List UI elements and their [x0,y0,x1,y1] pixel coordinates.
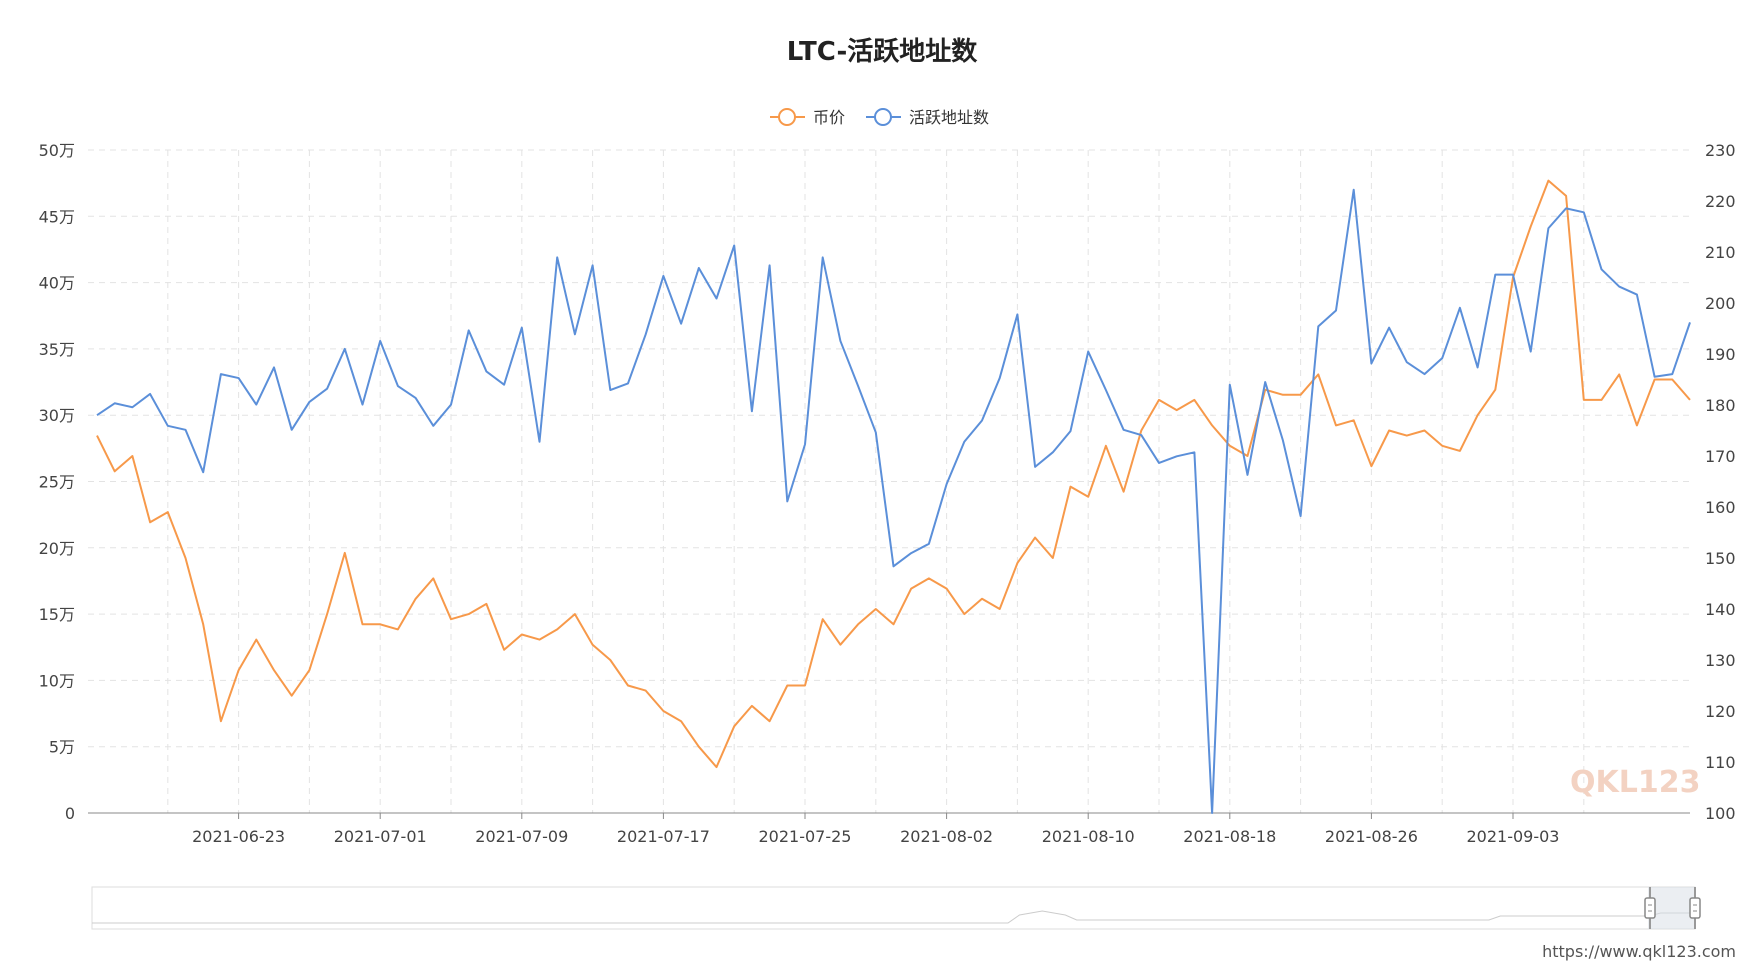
watermark-logo: QKL123 [1570,765,1701,800]
legend[interactable]: 币价 活跃地址数 [770,108,989,127]
x-tick-label: 2021-07-25 [759,827,852,846]
data-zoom-handle-right[interactable] [1689,887,1701,929]
y-right-tick-label: 170 [1705,447,1736,466]
data-zoom-preview [92,910,1695,924]
x-tick-label: 2021-08-02 [900,827,993,846]
y-right-tick-label: 140 [1705,600,1736,619]
y-right-tick-label: 110 [1705,753,1736,772]
x-tick-label: 2021-09-03 [1467,827,1560,846]
y-left-tick-label: 25万 [39,473,75,492]
active-addresses-line [96,188,1691,814]
legend-marker-active-addresses [874,108,892,126]
x-tick-label: 2021-07-17 [617,827,710,846]
chart-title: LTC-活跃地址数 [787,37,978,67]
source-url[interactable]: https://www.qkl123.com [1542,942,1736,961]
legend-label-active-addresses: 活跃地址数 [909,108,989,127]
y-left-tick-label: 10万 [39,671,75,690]
y-left-tick-label: 35万 [39,340,75,359]
y-left-tick-label: 20万 [39,539,75,558]
legend-item-price[interactable]: 币价 [770,108,845,127]
x-tick-label: 2021-08-18 [1183,827,1276,846]
x-tick-label: 2021-08-10 [1042,827,1135,846]
y-left-tick-label: 0 [65,804,75,823]
y-left-tick-label: 50万 [39,141,75,160]
y-right-tick-label: 230 [1705,141,1736,160]
x-tick-label: 2021-08-26 [1325,827,1418,846]
y-left-tick-label: 15万 [39,605,75,624]
data-zoom-slider[interactable] [91,886,1701,930]
y-left-tick-label: 30万 [39,406,75,425]
y-right-tick-label: 130 [1705,651,1736,670]
data-zoom-selected-range[interactable] [1648,887,1695,929]
data-zoom-track[interactable] [91,886,1696,930]
y-right-tick-label: 200 [1705,294,1736,313]
y-right-tick-label: 190 [1705,345,1736,364]
x-tick-label: 2021-06-23 [192,827,285,846]
series-group [96,179,1691,814]
y-right-tick-label: 220 [1705,192,1736,211]
legend-label-price: 币价 [813,108,845,127]
y-right-tick-label: 150 [1705,549,1736,568]
x-tick-label: 2021-07-01 [334,827,427,846]
y-right-tick-label: 100 [1705,804,1736,823]
y-left-tick-label: 5万 [49,738,75,757]
y-left-tick-label: 40万 [39,274,75,293]
grid [88,149,1690,813]
price-line [96,179,1691,769]
y-right-tick-label: 160 [1705,498,1736,517]
axes: 0 5万 10万 15万 20万 25万 30万 35万 40万 45万 50万 100 110 120 1… [39,141,1736,846]
y-right-tick-label: 180 [1705,396,1736,415]
y-left-tick-label: 45万 [39,207,75,226]
y-right-tick-label: 210 [1705,243,1736,262]
y-right-tick-label: 120 [1705,702,1736,721]
x-tick-label: 2021-07-09 [475,827,568,846]
legend-item-active-addresses[interactable]: 活跃地址数 [866,108,989,127]
data-zoom-handle-left[interactable] [1644,887,1656,929]
legend-marker-price [778,108,796,126]
